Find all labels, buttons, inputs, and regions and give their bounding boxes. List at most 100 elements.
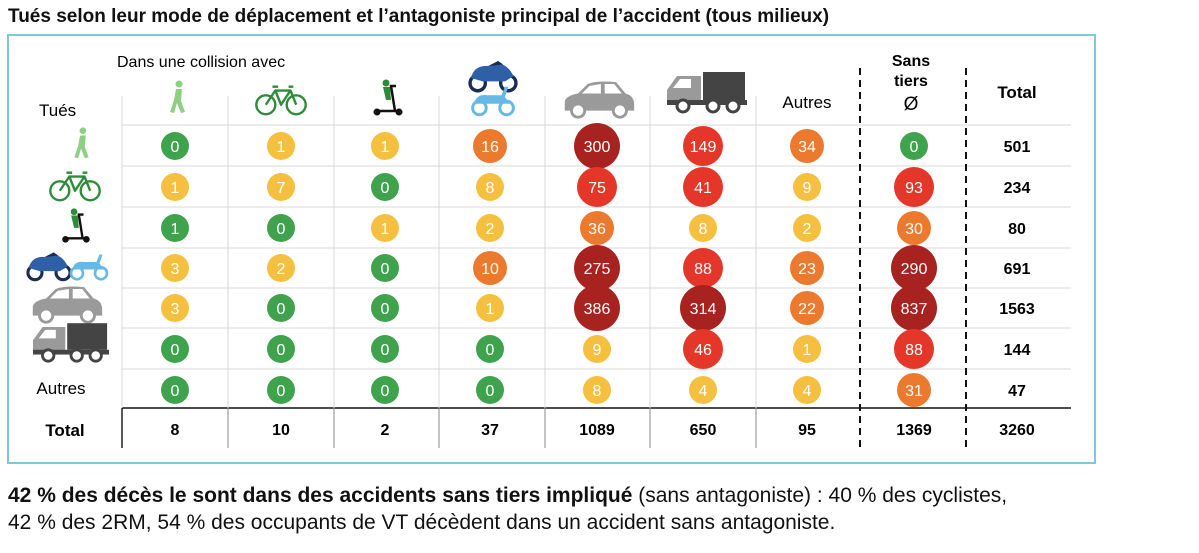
moped-icon	[471, 86, 515, 117]
bubble-mark	[793, 214, 821, 242]
bubble-value: 75	[588, 180, 606, 197]
truck-icon	[33, 323, 109, 363]
bubble-mark	[371, 214, 399, 242]
row-total: 691	[1004, 261, 1031, 278]
truck-icon	[667, 72, 747, 114]
bubble-mark	[161, 214, 189, 242]
bubble-value: 0	[381, 261, 390, 278]
bubble-value: 1	[277, 139, 286, 156]
bubble-value: 275	[584, 261, 611, 278]
bubble-value: 41	[694, 180, 712, 197]
row-total: 144	[1004, 342, 1031, 359]
column-total: 8	[171, 422, 180, 439]
bubble-mark	[267, 335, 295, 363]
bubble-mark	[161, 254, 189, 282]
bubble-value: 314	[690, 301, 717, 318]
bubble-mark	[267, 254, 295, 282]
bubble-value: 0	[277, 342, 286, 359]
bubble-value: 10	[481, 261, 499, 278]
motorcycle-icon	[26, 252, 72, 282]
bubble-mark	[894, 329, 934, 369]
bubble-value: 0	[171, 342, 180, 359]
row-total: 1563	[999, 301, 1035, 318]
bubble-mark	[161, 294, 189, 322]
bubble-mark	[583, 376, 611, 404]
bubble-value: 88	[905, 342, 923, 359]
footnote-line2: 42 % des 2RM, 54 % des occupants de VT d…	[8, 511, 836, 534]
bubble-value: 2	[277, 261, 286, 278]
bubble-value: 0	[381, 383, 390, 400]
column-total: 2	[381, 422, 390, 439]
bubble-mark	[891, 245, 937, 291]
column-total: 10	[272, 422, 290, 439]
bubble-mark	[580, 211, 614, 245]
bubble-value: 9	[803, 180, 812, 197]
bubble-mark	[476, 173, 504, 201]
pedestrian-icon	[74, 127, 89, 159]
bubble-value: 93	[905, 180, 923, 197]
row-total: 234	[1004, 180, 1031, 197]
bubble-mark	[574, 123, 620, 169]
bubble-value: 290	[901, 261, 928, 278]
column-total: 1089	[579, 422, 615, 439]
bubble-mark	[793, 335, 821, 363]
bubble-mark	[897, 211, 931, 245]
bubble-mark	[371, 173, 399, 201]
bubble-mark	[161, 376, 189, 404]
bubble-value: 34	[798, 139, 816, 156]
bubble-mark	[790, 251, 824, 285]
bubble-value: 0	[277, 383, 286, 400]
bubble-mark	[267, 214, 295, 242]
bubble-value: 30	[905, 221, 923, 238]
chart-frame: Dans une collision avec Tués Autres Sans tie…	[7, 34, 1096, 464]
bubble-mark	[900, 132, 928, 160]
pedestrian-icon	[170, 80, 185, 113]
bubble-value: 36	[588, 221, 606, 238]
motorcycle-icon	[468, 61, 518, 93]
bubble-mark	[371, 335, 399, 363]
bubble-mark	[680, 285, 726, 331]
bubble-mark	[371, 294, 399, 322]
col-label-sans-tiers-symbol: Ø	[904, 94, 919, 115]
bubble-value: 0	[486, 383, 495, 400]
bubble-value: 1	[803, 342, 812, 359]
column-total: 95	[798, 422, 816, 439]
collision-header: Dans une collision avec	[117, 54, 285, 71]
bubble-mark	[267, 173, 295, 201]
bubble-value: 3	[171, 301, 180, 318]
row-header: Tués	[39, 101, 76, 120]
column-total: 650	[690, 422, 717, 439]
bubble-mark	[473, 251, 507, 285]
bubble-value: 8	[699, 221, 708, 238]
bubble-value: 4	[803, 383, 812, 400]
bubble-mark	[161, 173, 189, 201]
bubble-mark	[371, 254, 399, 282]
bubble-value: 0	[277, 301, 286, 318]
row-label-total: Total	[45, 421, 84, 440]
column-total: 1369	[896, 422, 932, 439]
bubble-value: 88	[694, 261, 712, 278]
column-total: 37	[481, 422, 499, 439]
bubble-mark	[574, 285, 620, 331]
bubble-value: 8	[486, 180, 495, 197]
bubble-value: 0	[381, 301, 390, 318]
bubble-value: 0	[171, 383, 180, 400]
bubble-value: 0	[171, 139, 180, 156]
bubble-value: 149	[690, 139, 717, 156]
bubble-mark	[267, 132, 295, 160]
bubble-mark	[574, 245, 620, 291]
bubble-value: 31	[905, 383, 923, 400]
scooter-icon	[373, 79, 403, 116]
bubble-value: 1	[486, 301, 495, 318]
bubble-value: 9	[593, 342, 602, 359]
bubble-mark	[371, 376, 399, 404]
row-total: 47	[1008, 383, 1026, 400]
bubble-value: 1	[171, 180, 180, 197]
chart-title: Tués selon leur mode de déplacement et l…	[8, 6, 830, 27]
bubble-mark	[793, 173, 821, 201]
bubble-value: 0	[486, 342, 495, 359]
bubble-mark	[790, 291, 824, 325]
footnote-bold: 42 % des décès le sont dans des accident…	[8, 484, 633, 507]
bubble-mark	[577, 167, 617, 207]
bubble-mark	[161, 132, 189, 160]
